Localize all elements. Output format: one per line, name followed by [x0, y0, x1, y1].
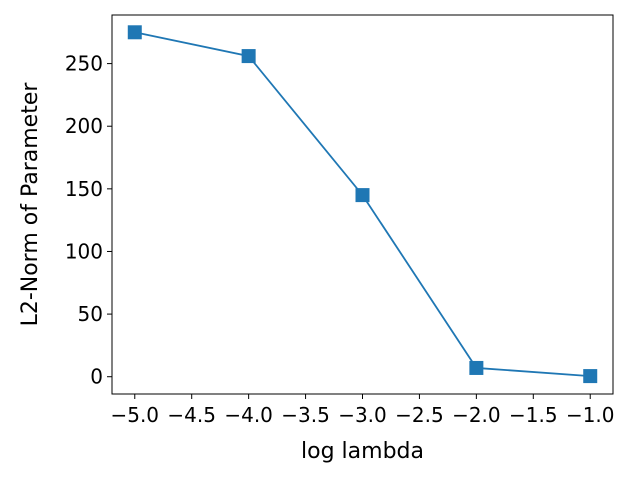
x-tick-label: −3.5 [281, 403, 330, 427]
plot-area [127, 25, 598, 384]
y-tick-label: 150 [65, 177, 103, 201]
data-point-marker [127, 25, 142, 40]
data-point-marker [355, 188, 370, 203]
x-tick-label: −1.0 [566, 403, 615, 427]
y-axis-ticks: 0 50 100 150 200 250 [65, 52, 112, 389]
x-tick-label: −3.0 [338, 403, 387, 427]
x-axis-label: log lambda [301, 439, 424, 464]
y-tick-label: 200 [65, 114, 103, 138]
y-axis-label: L2-Norm of Parameter [18, 82, 43, 327]
axes-frame [111, 14, 614, 395]
x-tick-label: −2.0 [452, 403, 501, 427]
y-tick-label: 100 [65, 239, 103, 263]
y-tick-label: 50 [78, 302, 103, 326]
x-tick-label: −4.0 [224, 403, 273, 427]
data-point-marker [583, 369, 598, 384]
x-tick-label: −1.5 [509, 403, 558, 427]
data-point-marker [469, 360, 484, 375]
data-point-marker [241, 49, 256, 64]
x-tick-label: −2.5 [395, 403, 444, 427]
x-axis-ticks: −5.0 −4.5 −4.0 −3.5 −3.0 −2.5 −2.0 −1.5 −1.0 [110, 394, 615, 427]
x-tick-label: −5.0 [110, 403, 159, 427]
x-tick-label: −4.5 [167, 403, 216, 427]
y-tick-label: 0 [90, 365, 103, 389]
y-tick-label: 250 [65, 52, 103, 76]
